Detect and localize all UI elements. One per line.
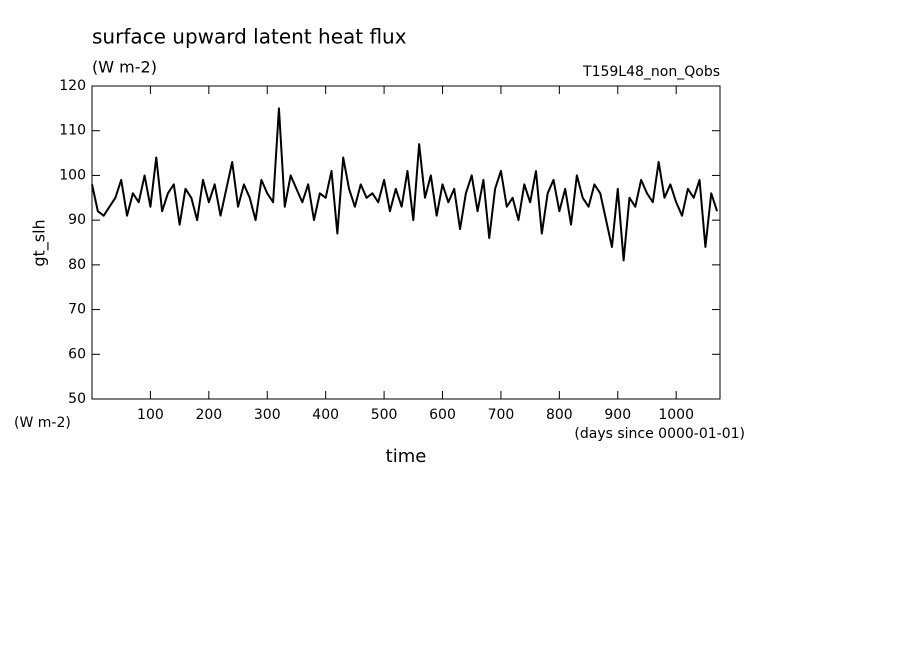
x-tick-label: 600	[429, 407, 456, 423]
x-tick-label: 900	[604, 407, 631, 423]
x-unit-label: (days since 0000-01-01)	[574, 426, 745, 442]
x-tick-label: 500	[371, 407, 398, 423]
x-tick-label: 1000	[658, 407, 694, 423]
plot-frame	[91, 85, 721, 400]
x-tick-label: 700	[488, 407, 515, 423]
y-tick-label: 120	[59, 78, 86, 94]
annotation: T159L48_non_Qobs	[582, 64, 720, 80]
y-tick-label: 70	[68, 302, 86, 318]
y-tick-label: 50	[68, 391, 86, 407]
x-tick-label: 200	[195, 407, 222, 423]
chart-title: surface upward latent heat flux	[92, 25, 407, 49]
x-axis-label: time	[386, 446, 427, 467]
y-tick-label: 110	[59, 123, 86, 139]
x-tick-label: 300	[254, 407, 281, 423]
x-tick-label: 800	[546, 407, 573, 423]
x-tick-label: 100	[137, 407, 164, 423]
y-tick-label: 90	[68, 212, 86, 228]
x-tick-label: 400	[312, 407, 339, 423]
y-axis-label: gt_slh	[30, 219, 50, 266]
subtitle: (W m-2)	[92, 58, 157, 77]
y-unit-label: (W m-2)	[14, 415, 71, 431]
y-tick-label: 60	[68, 346, 86, 362]
y-tick-label: 100	[59, 167, 86, 183]
data-line	[91, 107, 719, 262]
y-tick-label: 80	[68, 257, 86, 273]
